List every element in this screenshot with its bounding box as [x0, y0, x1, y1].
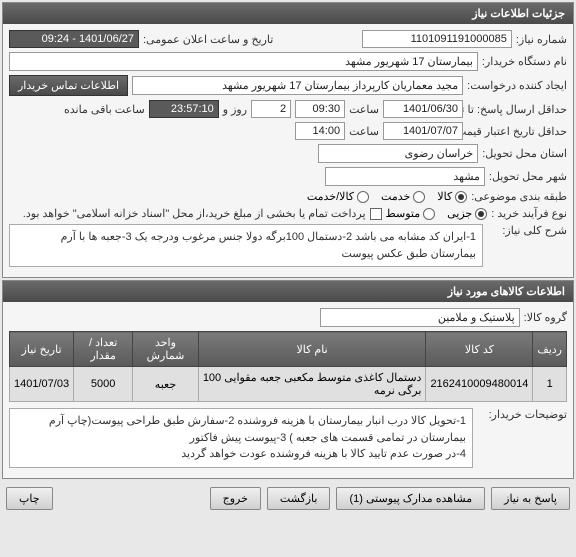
col-row: ردیف	[533, 332, 567, 367]
radio-small-label: جزیی	[447, 207, 472, 220]
deadline-date-field: 1401/06/30	[383, 100, 463, 118]
group-label: گروه کالا:	[524, 311, 567, 324]
need-number-label: شماره نیاز:	[516, 33, 567, 46]
contact-buyer-button[interactable]: اطلاعات تماس خریدار	[9, 75, 128, 96]
panel1-header: جزئیات اطلاعات نیاز	[3, 3, 573, 24]
cell-name: دستمال کاغذی متوسط مکعبی جعبه مقوایی 100…	[198, 367, 426, 402]
class-radio-group: کالا خدمت کالا/خدمت	[307, 190, 467, 203]
col-name: نام کالا	[198, 332, 426, 367]
radio-both-label: کالا/خدمت	[307, 190, 354, 203]
validity-time-field: 14:00	[295, 122, 345, 140]
cell-n: 1	[533, 367, 567, 402]
radio-medium-label: متوسط	[386, 207, 421, 220]
deadline-label: حداقل ارسال پاسخ: تا تاریخ:	[467, 103, 567, 116]
radio-goods-label: کالا	[437, 190, 452, 203]
process-label: نوع فرآیند خرید :	[491, 207, 567, 220]
desc-box: 1-ایران کد مشابه می باشد 2-دستمال 100برگ…	[9, 224, 483, 267]
table-header-row: ردیف کد کالا نام کالا واحد شمارش تعداد /…	[10, 332, 567, 367]
days-field: 2	[251, 100, 291, 118]
process-radio-group: جزیی متوسط	[386, 207, 488, 220]
col-date: تاریخ نیاز	[10, 332, 74, 367]
need-details-panel: جزئیات اطلاعات نیاز شماره نیاز: 11010911…	[2, 2, 574, 278]
exit-button[interactable]: خروج	[210, 487, 261, 510]
footer-buttons: پاسخ به نیاز مشاهده مدارک پیوستی (1) باز…	[0, 481, 576, 516]
cell-code: 2162410009480014	[426, 367, 533, 402]
province-field: خراسان رضوی	[318, 144, 478, 163]
group-field: پلاستیک و ملامین	[320, 308, 520, 327]
creator-field: مجید معماریان کارپرداز بیمارستان 17 شهری…	[132, 76, 463, 95]
city-field: مشهد	[325, 167, 485, 186]
time-label-2: ساعت	[349, 125, 379, 138]
need-number-field: 1101091191000085	[362, 30, 512, 48]
pay-text: پرداخت تمام یا بخشی از مبلغ خرید،از محل …	[23, 207, 366, 220]
panel2-body: گروه کالا: پلاستیک و ملامین ردیف کد کالا…	[3, 302, 573, 478]
radio-medium-circle	[423, 208, 435, 220]
radio-goods[interactable]: کالا	[437, 190, 467, 203]
radio-service[interactable]: خدمت	[381, 190, 425, 203]
col-unit: واحد شمارش	[133, 332, 198, 367]
remain-label: ساعت باقی مانده	[64, 103, 145, 116]
panel2-header: اطلاعات کالاهای مورد نیاز	[3, 281, 573, 302]
province-label: استان محل تحویل:	[482, 147, 567, 160]
buyer-notes-label: توضیحات خریدار:	[477, 408, 567, 421]
radio-medium[interactable]: متوسط	[386, 207, 436, 220]
cell-unit: جعبه	[133, 367, 198, 402]
radio-service-circle	[413, 191, 425, 203]
print-button[interactable]: چاپ	[6, 487, 53, 510]
radio-goods-circle	[455, 191, 467, 203]
radio-small-circle	[475, 208, 487, 220]
cell-date: 1401/07/03	[10, 367, 74, 402]
datetime-label: تاریخ و ساعت اعلان عمومی:	[143, 33, 273, 46]
buyer-field: بیمارستان 17 شهریور مشهد	[9, 52, 478, 71]
validity-date-field: 1401/07/07	[383, 122, 463, 140]
table-row[interactable]: 1 2162410009480014 دستمال کاغذی متوسط مک…	[10, 367, 567, 402]
radio-both[interactable]: کالا/خدمت	[307, 190, 369, 203]
treasury-checkbox[interactable]	[370, 208, 382, 220]
goods-table: ردیف کد کالا نام کالا واحد شمارش تعداد /…	[9, 331, 567, 402]
radio-small[interactable]: جزیی	[447, 207, 487, 220]
back-button[interactable]: بازگشت	[267, 487, 331, 510]
creator-label: ایجاد کننده درخواست:	[467, 79, 567, 92]
col-qty: تعداد / مقدار	[74, 332, 133, 367]
attachments-button[interactable]: مشاهده مدارک پیوستی (1)	[336, 487, 485, 510]
buyer-label: نام دستگاه خریدار:	[482, 55, 567, 68]
cell-qty: 5000	[74, 367, 133, 402]
deadline-time-field: 09:30	[295, 100, 345, 118]
time-label-1: ساعت	[349, 103, 379, 116]
validity-label: حداقل تاریخ اعتبار قیمت: تا تاریخ:	[467, 125, 567, 138]
radio-service-label: خدمت	[381, 190, 410, 203]
goods-info-panel: اطلاعات کالاهای مورد نیاز گروه کالا: پلا…	[2, 280, 574, 479]
class-label: طبقه بندی موضوعی:	[471, 190, 567, 203]
panel1-body: شماره نیاز: 1101091191000085 تاریخ و ساع…	[3, 24, 573, 277]
days-label: روز و	[223, 103, 247, 116]
desc-label: شرح کلی نیاز:	[487, 224, 567, 237]
respond-button[interactable]: پاسخ به نیاز	[491, 487, 570, 510]
buyer-notes-box: 1-تحویل کالا درب انبار بیمارستان با هزین…	[9, 408, 473, 468]
countdown-field: 23:57:10	[149, 100, 219, 118]
col-code: کد کالا	[426, 332, 533, 367]
datetime-field: 1401/06/27 - 09:24	[9, 30, 139, 48]
radio-both-circle	[357, 191, 369, 203]
city-label: شهر محل تحویل:	[489, 170, 567, 183]
